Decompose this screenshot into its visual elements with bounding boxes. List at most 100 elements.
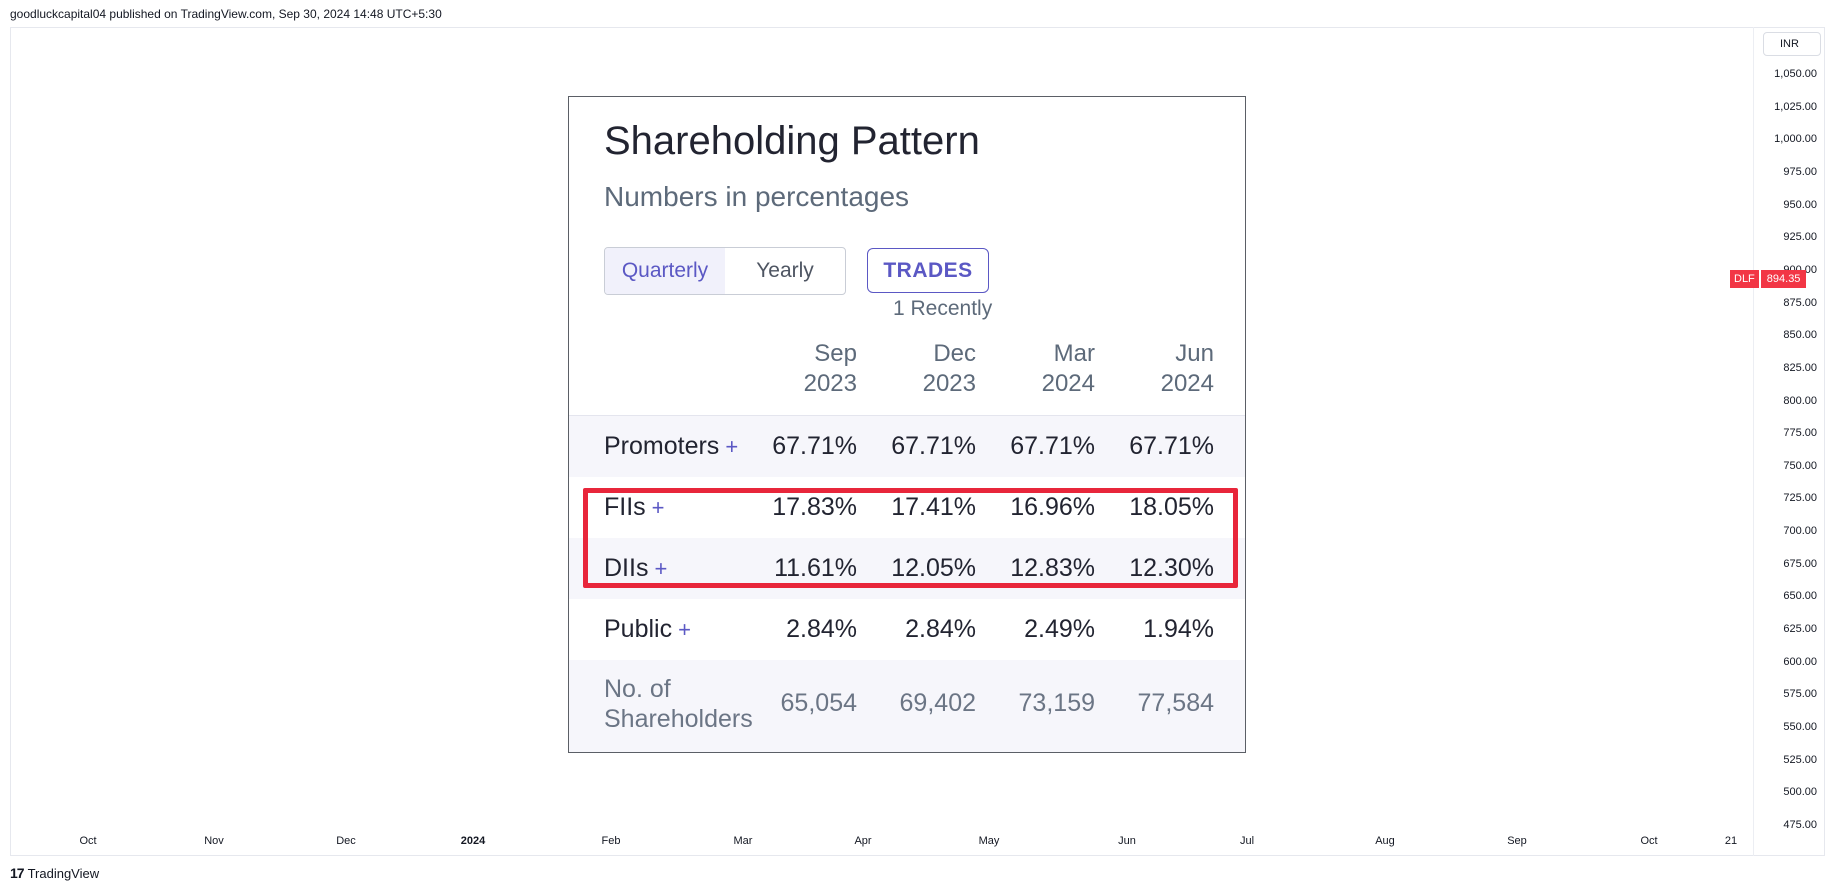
table-cell: 2.84% <box>905 615 976 643</box>
table-cell: 16.96% <box>1010 493 1095 521</box>
row-label[interactable]: FIIs + <box>604 493 665 522</box>
toggle-quarterly[interactable]: Quarterly <box>605 248 725 294</box>
expand-plus-icon[interactable]: + <box>651 495 665 520</box>
table-cell: 2.84% <box>786 615 857 643</box>
tradingview-logo-icon: 17 <box>10 865 25 881</box>
price-tick-label: 775.00 <box>1783 427 1817 440</box>
row-label[interactable]: Public + <box>604 615 691 644</box>
price-tick-label: 700.00 <box>1783 525 1817 538</box>
price-tick-label: 675.00 <box>1783 557 1817 570</box>
price-scale-divider <box>1753 27 1754 856</box>
period-toggle: Quarterly Yearly <box>604 247 846 295</box>
row-label: No. of Shareholders <box>604 674 753 734</box>
time-tick-label: Jun <box>1118 835 1136 847</box>
row-label[interactable]: Promoters + <box>604 432 738 461</box>
trades-button[interactable]: TRADES <box>867 248 989 293</box>
time-tick-label: Jul <box>1239 835 1255 847</box>
column-month: Sep <box>814 340 857 367</box>
time-tick-label: Mar <box>733 835 753 847</box>
table-cell: 73,159 <box>1018 689 1095 717</box>
card-title: Shareholding Pattern <box>604 119 980 163</box>
column-header: Jun 2024 <box>1104 339 1214 399</box>
table-cell: 1.94% <box>1143 615 1214 643</box>
row-label-text: Public <box>604 615 673 643</box>
expand-plus-icon[interactable]: + <box>654 556 668 581</box>
price-tick-label: 850.00 <box>1783 329 1817 342</box>
price-tick-label: 550.00 <box>1783 721 1817 733</box>
table-cell: 11.61% <box>774 554 857 582</box>
toggle-yearly[interactable]: Yearly <box>756 259 814 282</box>
table-cell: 17.83% <box>772 493 857 521</box>
price-tick-label: 1,000.00 <box>1774 133 1817 146</box>
table-cell: 77,584 <box>1137 689 1214 717</box>
table-cell: 67.71% <box>772 432 857 460</box>
table-cell: 67.71% <box>891 432 976 460</box>
price-tick-label: 750.00 <box>1783 459 1817 472</box>
table-cell: 12.30% <box>1129 554 1214 582</box>
column-month: Jun <box>1175 340 1214 367</box>
column-header: Sep 2023 <box>747 339 857 399</box>
tradingview-logo[interactable]: 17 TradingView <box>10 865 99 881</box>
chart-frame <box>10 27 1825 856</box>
time-tick-label: 2024 <box>460 835 486 847</box>
table-row-promoters: Promoters + 67.71% 67.71% 67.71% 67.71% <box>569 416 1245 477</box>
table-cell: 12.05% <box>891 554 976 582</box>
column-year: 2023 <box>803 370 857 397</box>
publish-info: goodluckcapital04 published on TradingVi… <box>10 7 442 21</box>
table-cell: 69,402 <box>899 689 976 717</box>
time-tick-label: Oct <box>79 835 97 847</box>
tradingview-brand-text: TradingView <box>27 865 100 881</box>
price-tick-label: 475.00 <box>1783 818 1817 831</box>
card-subtitle: Numbers in percentages <box>604 181 910 212</box>
price-tick-label: 575.00 <box>1783 688 1817 701</box>
table-cell: 65,054 <box>780 689 857 717</box>
table-row-fiis: FIIs + 17.83% 17.41% 16.96% 18.05% <box>569 477 1245 538</box>
time-tick-label: Aug <box>1375 835 1395 847</box>
last-price-badge: DLF 894.35 <box>1730 270 1807 288</box>
price-tick-label: 1,050.00 <box>1774 68 1817 80</box>
price-tick-label: 975.00 <box>1783 165 1817 178</box>
time-tick-label: May <box>978 835 1000 847</box>
price-tick-label: 525.00 <box>1783 753 1817 766</box>
price-tick-label: 725.00 <box>1783 492 1817 505</box>
price-tick-label: 600.00 <box>1783 655 1817 668</box>
expand-plus-icon[interactable]: + <box>725 434 739 459</box>
price-tick-label: 925.00 <box>1783 231 1817 244</box>
price-tick-label: 875.00 <box>1783 296 1817 309</box>
time-tick-label: Sep <box>1507 835 1527 847</box>
price-tick-label: 650.00 <box>1783 590 1817 603</box>
price-tick-label: 1,025.00 <box>1774 100 1817 113</box>
table-row-diis: DIIs + 11.61% 12.05% 12.83% 12.30% <box>569 538 1245 599</box>
column-header: Mar 2024 <box>985 339 1095 399</box>
time-tick-label: Oct <box>1640 835 1658 847</box>
row-label-text: Promoters <box>604 432 720 460</box>
table-row-public: Public + 2.84% 2.84% 2.49% 1.94% <box>569 599 1245 660</box>
row-label-line: Shareholders <box>604 705 753 733</box>
expand-plus-icon[interactable]: + <box>678 617 691 642</box>
price-tick-label: 500.00 <box>1783 786 1817 799</box>
table-cell: 18.05% <box>1129 493 1214 521</box>
table-cell: 17.41% <box>891 493 976 521</box>
time-tick-label: Apr <box>854 835 872 847</box>
price-tick-label: 625.00 <box>1783 623 1817 636</box>
time-tick-label: Feb <box>601 835 621 847</box>
row-label[interactable]: DIIs + <box>604 554 667 583</box>
table-row-shareholders: No. of Shareholders 65,054 69,402 73,159… <box>569 660 1245 752</box>
column-header: Dec 2023 <box>866 339 976 399</box>
row-label-line: No. of <box>604 675 671 703</box>
column-month: Dec <box>933 340 976 367</box>
column-year: 2024 <box>1160 370 1214 397</box>
currency-selector[interactable]: INR <box>1763 32 1821 56</box>
table-cell: 12.83% <box>1010 554 1095 582</box>
column-month: Mar <box>1053 340 1095 367</box>
price-tick-label: 950.00 <box>1783 198 1817 211</box>
row-label-text: DIIs <box>604 554 649 582</box>
row-label-text: FIIs <box>604 493 646 521</box>
time-tick-label: 21 <box>1724 835 1738 847</box>
table-cell: 67.71% <box>1129 432 1214 460</box>
trades-note: 1 Recently <box>893 297 993 320</box>
table-cell: 67.71% <box>1010 432 1095 460</box>
shareholding-card: Shareholding Pattern Numbers in percenta… <box>568 96 1246 753</box>
price-badge-symbol: DLF <box>1730 270 1759 288</box>
table-cell: 2.49% <box>1024 615 1095 643</box>
